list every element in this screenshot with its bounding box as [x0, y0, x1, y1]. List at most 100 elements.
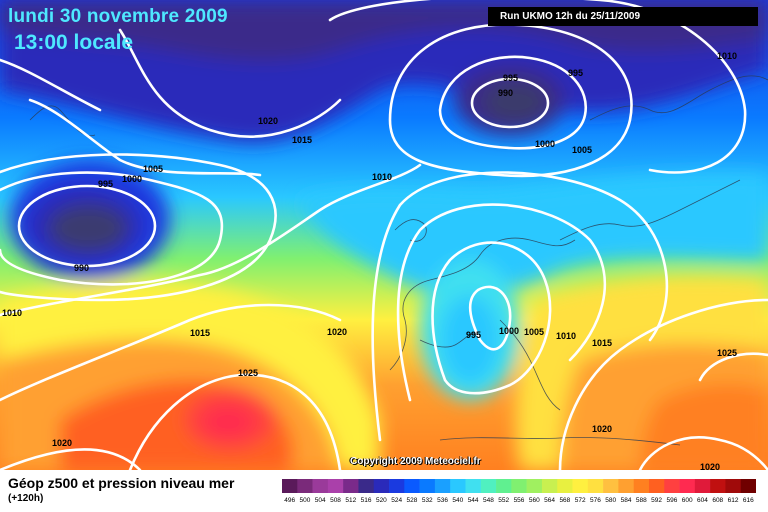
scale-swatch: [603, 479, 619, 493]
scale-tick-label: 604: [697, 497, 708, 504]
scale-swatch: [358, 479, 375, 493]
scale-swatch: [694, 479, 711, 493]
scale-swatch: [480, 479, 497, 493]
scale-swatch: [404, 479, 420, 493]
scale-tick-label: 572: [575, 497, 586, 504]
scale-tick-label: 512: [345, 497, 356, 504]
isobar-label: 1020: [327, 327, 347, 337]
scale-swatch: [389, 479, 405, 493]
scale-tick-label: 580: [605, 497, 616, 504]
isobar-label: 1000: [535, 139, 555, 149]
scale-swatch: [343, 479, 359, 493]
scale-tick-label: 528: [407, 497, 418, 504]
scale-swatch: [511, 479, 527, 493]
scale-tick-label: 588: [636, 497, 647, 504]
scale-tick-label: 536: [437, 497, 448, 504]
isobar-label: 1020: [592, 424, 612, 434]
scale-swatch: [572, 479, 589, 493]
scale-swatch: [557, 479, 573, 493]
isobar-label: 1025: [238, 368, 258, 378]
scale-swatch: [434, 479, 451, 493]
isobar-label: 1020: [52, 438, 72, 448]
scale-tick-label: 552: [498, 497, 509, 504]
isobar-label: 995: [98, 179, 113, 189]
isobar-label: 1010: [556, 331, 576, 341]
isobar-label: 1020: [700, 462, 720, 470]
forecast-date: lundi 30 novembre 2009: [8, 6, 228, 27]
isobar-label: 1020: [258, 116, 278, 126]
legend-title: Géop z500 et pression niveau mer: [8, 475, 235, 491]
isobar-label: 1025: [717, 348, 737, 358]
isobar-label: 1005: [524, 327, 544, 337]
scale-swatch: [327, 479, 344, 493]
isobar-label: 1005: [572, 145, 592, 155]
isobars: [0, 0, 768, 470]
scale-tick-label: 596: [666, 497, 677, 504]
isobar-label: 995: [466, 330, 481, 340]
scale-tick-label: 516: [361, 497, 372, 504]
isobar-label: 1015: [190, 328, 210, 338]
scale-tick-label: 540: [452, 497, 463, 504]
scale-swatch: [373, 479, 390, 493]
legend-subtitle: (+120h): [8, 493, 44, 504]
scale-swatch: [725, 479, 742, 493]
scale-swatch: [297, 479, 313, 493]
isobar-label: 1010: [372, 172, 392, 182]
scale-swatch: [419, 479, 436, 493]
scale-tick-label: 616: [743, 497, 754, 504]
scale-tick-label: 496: [284, 497, 295, 504]
isobar-label: 1010: [2, 308, 22, 318]
isobar-label: 995: [568, 68, 583, 78]
scale-tick-label: 608: [712, 497, 723, 504]
coastlines: [29, 75, 768, 446]
isobar-label: 1010: [717, 51, 737, 61]
scale-swatch: [526, 479, 543, 493]
scale-tick-label: 504: [315, 497, 326, 504]
scale-swatch: [312, 479, 329, 493]
scale-swatch: [648, 479, 665, 493]
scale-swatch: [679, 479, 696, 493]
scale-swatch: [282, 479, 298, 493]
isobar-labels: 995 990 995 1010 1020 1015 1000 1005 100…: [2, 51, 737, 470]
copyright-text: Copyright 2009 Meteociel.fr: [350, 456, 481, 467]
scale-tick-label: 524: [391, 497, 402, 504]
color-scale: 496 500 504 508 512 516 520 524 528 532 536 540 544 5…: [282, 479, 756, 504]
scale-tick-label: 544: [468, 497, 479, 504]
scale-tick-label: 564: [544, 497, 555, 504]
scale-swatch: [710, 479, 726, 493]
scale-tick-label: 548: [483, 497, 494, 504]
isobar-label: 995: [503, 73, 518, 83]
scale-tick-label: 556: [514, 497, 525, 504]
scale-swatch: [541, 479, 558, 493]
model-run-label: Run UKMO 12h du 25/11/2009: [488, 7, 758, 26]
isobar-label: 1005: [143, 164, 163, 174]
isobar-label: 990: [498, 88, 513, 98]
legend-panel: Géop z500 et pression niveau mer (+120h)…: [0, 470, 768, 512]
scale-tick-label: 576: [590, 497, 601, 504]
scale-swatch: [633, 479, 650, 493]
scale-tick-label: 508: [330, 497, 341, 504]
scale-swatch: [587, 479, 604, 493]
scale-swatch: [740, 479, 756, 493]
scale-swatch: [450, 479, 466, 493]
scale-tick-label: 568: [559, 497, 570, 504]
geopotential-map: 995 990 995 1010 1020 1015 1000 1005 100…: [0, 0, 768, 470]
scale-swatch: [496, 479, 512, 493]
scale-tick-label: 612: [728, 497, 739, 504]
isobar-label: 1015: [292, 135, 312, 145]
scale-tick-label: 500: [300, 497, 311, 504]
scale-tick-label: 560: [529, 497, 540, 504]
scale-swatch: [618, 479, 634, 493]
scale-swatch: [465, 479, 482, 493]
scale-tick-label: 584: [621, 497, 632, 504]
isobar-label: 1015: [592, 338, 612, 348]
isobar-label: 990: [74, 263, 89, 273]
isobar-label: 1000: [499, 326, 519, 336]
scale-tick-label: 600: [682, 497, 693, 504]
forecast-local-time: 13:00 locale: [14, 31, 134, 54]
isobar-label: 1000: [122, 174, 142, 184]
scale-swatch: [664, 479, 680, 493]
scale-tick-label: 592: [651, 497, 662, 504]
scale-tick-label: 532: [422, 497, 433, 504]
